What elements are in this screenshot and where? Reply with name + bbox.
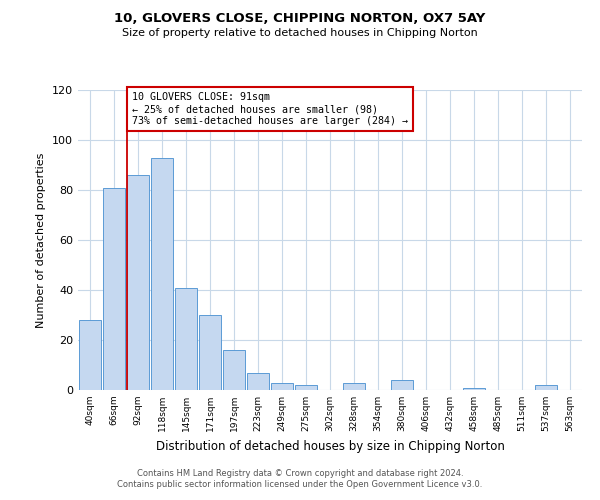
- Bar: [247, 372, 269, 390]
- Bar: [151, 158, 173, 390]
- Bar: [199, 315, 221, 390]
- Bar: [271, 382, 293, 390]
- Bar: [535, 385, 557, 390]
- Bar: [103, 188, 125, 390]
- Y-axis label: Number of detached properties: Number of detached properties: [37, 152, 46, 328]
- Text: Contains HM Land Registry data © Crown copyright and database right 2024.: Contains HM Land Registry data © Crown c…: [137, 468, 463, 477]
- Bar: [295, 385, 317, 390]
- Bar: [223, 350, 245, 390]
- Text: Size of property relative to detached houses in Chipping Norton: Size of property relative to detached ho…: [122, 28, 478, 38]
- Bar: [175, 288, 197, 390]
- Bar: [127, 175, 149, 390]
- Bar: [343, 382, 365, 390]
- Bar: [79, 320, 101, 390]
- Text: 10 GLOVERS CLOSE: 91sqm
← 25% of detached houses are smaller (98)
73% of semi-de: 10 GLOVERS CLOSE: 91sqm ← 25% of detache…: [132, 92, 408, 126]
- X-axis label: Distribution of detached houses by size in Chipping Norton: Distribution of detached houses by size …: [155, 440, 505, 452]
- Bar: [391, 380, 413, 390]
- Text: Contains public sector information licensed under the Open Government Licence v3: Contains public sector information licen…: [118, 480, 482, 489]
- Text: 10, GLOVERS CLOSE, CHIPPING NORTON, OX7 5AY: 10, GLOVERS CLOSE, CHIPPING NORTON, OX7 …: [115, 12, 485, 26]
- Bar: [463, 388, 485, 390]
